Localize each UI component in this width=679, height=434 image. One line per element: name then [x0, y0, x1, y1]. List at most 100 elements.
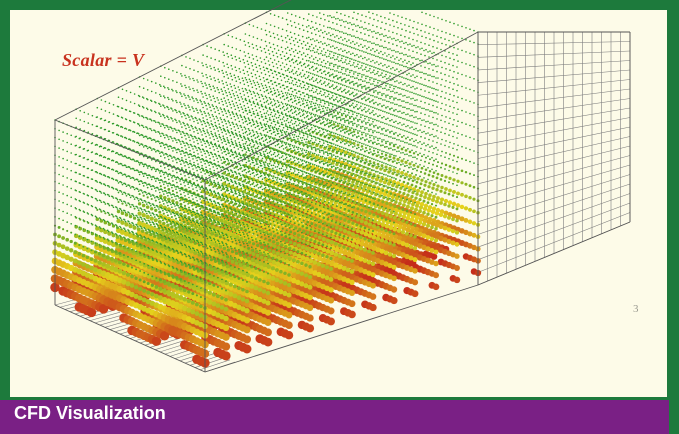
scalar-point: [336, 199, 340, 203]
scalar-point: [379, 149, 381, 151]
scalar-point: [283, 66, 286, 68]
scalar-point: [437, 89, 439, 91]
scalar-point: [262, 108, 265, 111]
scalar-point: [383, 157, 387, 161]
scalar-point: [426, 201, 430, 204]
scalar-point: [337, 53, 339, 56]
scalar-point: [456, 78, 458, 80]
scalar-point: [345, 56, 347, 58]
scalar-point: [360, 78, 362, 81]
scalar-point: [415, 127, 417, 130]
scalar-point: [358, 112, 360, 115]
scalar-point: [266, 120, 269, 123]
scalar-point: [418, 209, 422, 214]
scalar-point: [218, 70, 220, 73]
scalar-point: [283, 55, 286, 57]
scalar-point: [391, 183, 395, 188]
scalar-point: [365, 39, 367, 42]
scalar-point: [383, 46, 385, 49]
scalar-point: [347, 167, 351, 171]
scalar-point: [400, 105, 402, 107]
scalar-point: [369, 123, 371, 126]
scalar-point: [412, 163, 416, 167]
scalar-point: [433, 15, 435, 18]
scalar-point: [329, 46, 332, 48]
scalar-point: [313, 185, 317, 189]
scalar-point: [383, 168, 387, 173]
scalar-point: [361, 133, 363, 136]
scalar-point: [363, 51, 365, 53]
scalar-point: [328, 67, 330, 69]
scalar-point: [230, 107, 233, 109]
scalar-point: [309, 61, 312, 63]
scalar-point: [311, 109, 314, 111]
scalar-point: [426, 212, 430, 216]
scalar-point: [341, 66, 343, 69]
scalar-point: [422, 188, 426, 191]
scalar-point: [334, 81, 336, 83]
scalar-point: [332, 33, 334, 36]
scalar-point: [395, 173, 399, 177]
scalar-point: [345, 136, 347, 139]
scalar-point: [305, 37, 308, 39]
scalar-point: [364, 45, 366, 47]
scalar-point: [411, 179, 415, 183]
scalar-point: [243, 51, 246, 53]
scalar-point: [465, 147, 467, 149]
scalar-point: [410, 166, 412, 168]
scalar-point: [262, 77, 265, 79]
scalar-point: [393, 182, 396, 185]
scalar-point: [371, 251, 375, 255]
scalar-point: [362, 170, 364, 173]
scalar-point: [397, 27, 399, 29]
scalar-point: [319, 104, 321, 106]
scalar-point: [304, 176, 307, 179]
scalar-point: [304, 99, 307, 102]
scalar-point: [401, 52, 403, 54]
scalar-point: [324, 62, 327, 65]
scalar-point: [246, 123, 249, 126]
scalar-point: [348, 90, 350, 92]
scalar-point: [270, 175, 273, 177]
scalar-point: [431, 52, 433, 55]
scalar-point: [365, 122, 367, 124]
scalar-point: [350, 191, 355, 196]
scalar-point: [264, 73, 267, 76]
scalar-point: [375, 143, 378, 146]
scalar-point: [368, 152, 370, 154]
scalar-point: [364, 85, 366, 87]
scalar-point: [339, 111, 341, 113]
scalar-point: [369, 29, 371, 31]
scalar-point: [289, 121, 292, 123]
scalar-point: [294, 49, 297, 51]
scalar-point: [323, 13, 325, 16]
scalar-point: [308, 101, 311, 103]
scalar-point: [359, 230, 365, 235]
scalar-point: [239, 103, 242, 105]
scalar-point: [377, 93, 379, 95]
scalar-point: [457, 144, 459, 147]
scalar-point: [396, 228, 402, 233]
scalar-point: [393, 132, 395, 135]
scalar-point: [388, 124, 390, 126]
scalar-point: [390, 176, 393, 179]
scalar-point: [464, 170, 468, 174]
scalar-point: [433, 111, 435, 114]
scalar-point: [389, 24, 391, 26]
scalar-point: [394, 200, 398, 204]
scalar-point: [347, 45, 349, 47]
scalar-point: [350, 232, 355, 237]
scalar-point: [408, 37, 410, 39]
scalar-point: [413, 223, 417, 227]
scalar-point: [389, 60, 391, 62]
scalar-point: [226, 137, 228, 139]
scalar-point: [284, 70, 287, 72]
scalar-point: [405, 89, 407, 92]
scalar-point: [352, 153, 356, 158]
scalar-point: [377, 104, 379, 106]
scalar-point: [410, 132, 412, 134]
scalar-point: [385, 201, 389, 206]
scalar-point: [382, 87, 384, 90]
scalar-point: [297, 113, 300, 115]
scalar-point: [374, 96, 376, 98]
